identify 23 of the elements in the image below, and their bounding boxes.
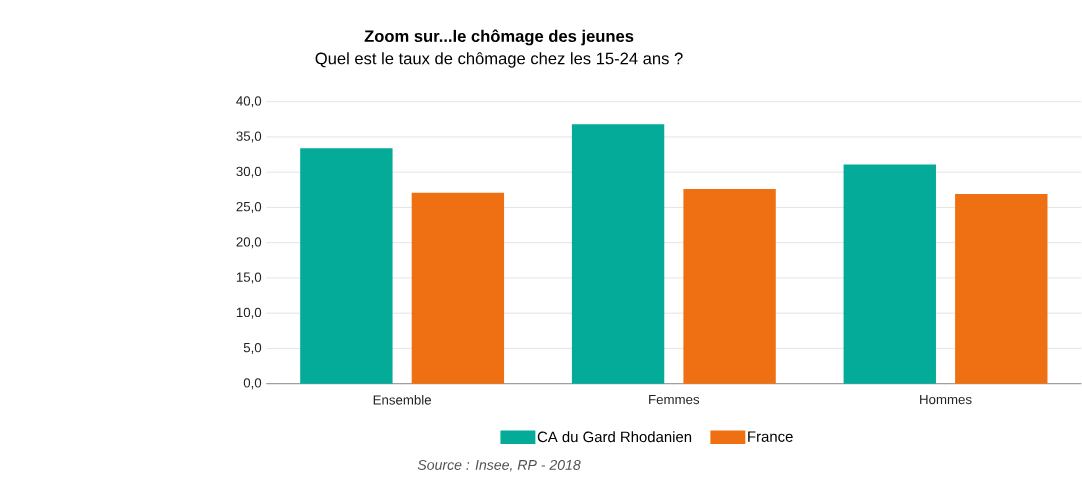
x-tick-label: Hommes bbox=[920, 394, 972, 404]
legend-label: France bbox=[748, 431, 793, 442]
y-tick-label: 25,0 bbox=[236, 201, 262, 213]
source-note: Source : Insee, RP - 2018 bbox=[417, 459, 581, 472]
y-tick-label: 40,0 bbox=[236, 96, 262, 107]
x-tick-label: Femmes bbox=[649, 394, 700, 404]
chart-subtitle: Quel est le taux de chômage chez les 15-24 ans ? bbox=[315, 51, 683, 68]
bar bbox=[411, 192, 505, 384]
bar bbox=[683, 188, 776, 384]
bar bbox=[300, 148, 393, 384]
y-tick-label: 20,0 bbox=[236, 237, 262, 248]
y-tick-label: 35,0 bbox=[236, 131, 262, 143]
y-tick-label: 15,0 bbox=[236, 272, 262, 284]
x-tick-label: Ensemble bbox=[373, 394, 432, 405]
bar bbox=[571, 124, 665, 384]
y-tick-label: 30,0 bbox=[236, 166, 262, 178]
bar bbox=[955, 193, 1048, 384]
y-tick-label: 0,0 bbox=[243, 377, 262, 389]
legend-label: CA du Gard Rhodanien bbox=[537, 431, 692, 442]
bar bbox=[843, 164, 936, 384]
y-tick-label: 10,0 bbox=[236, 307, 262, 319]
chart-title: Zoom sur...le chômage des jeunes bbox=[364, 29, 634, 46]
y-tick-label: 5,0 bbox=[243, 342, 262, 354]
